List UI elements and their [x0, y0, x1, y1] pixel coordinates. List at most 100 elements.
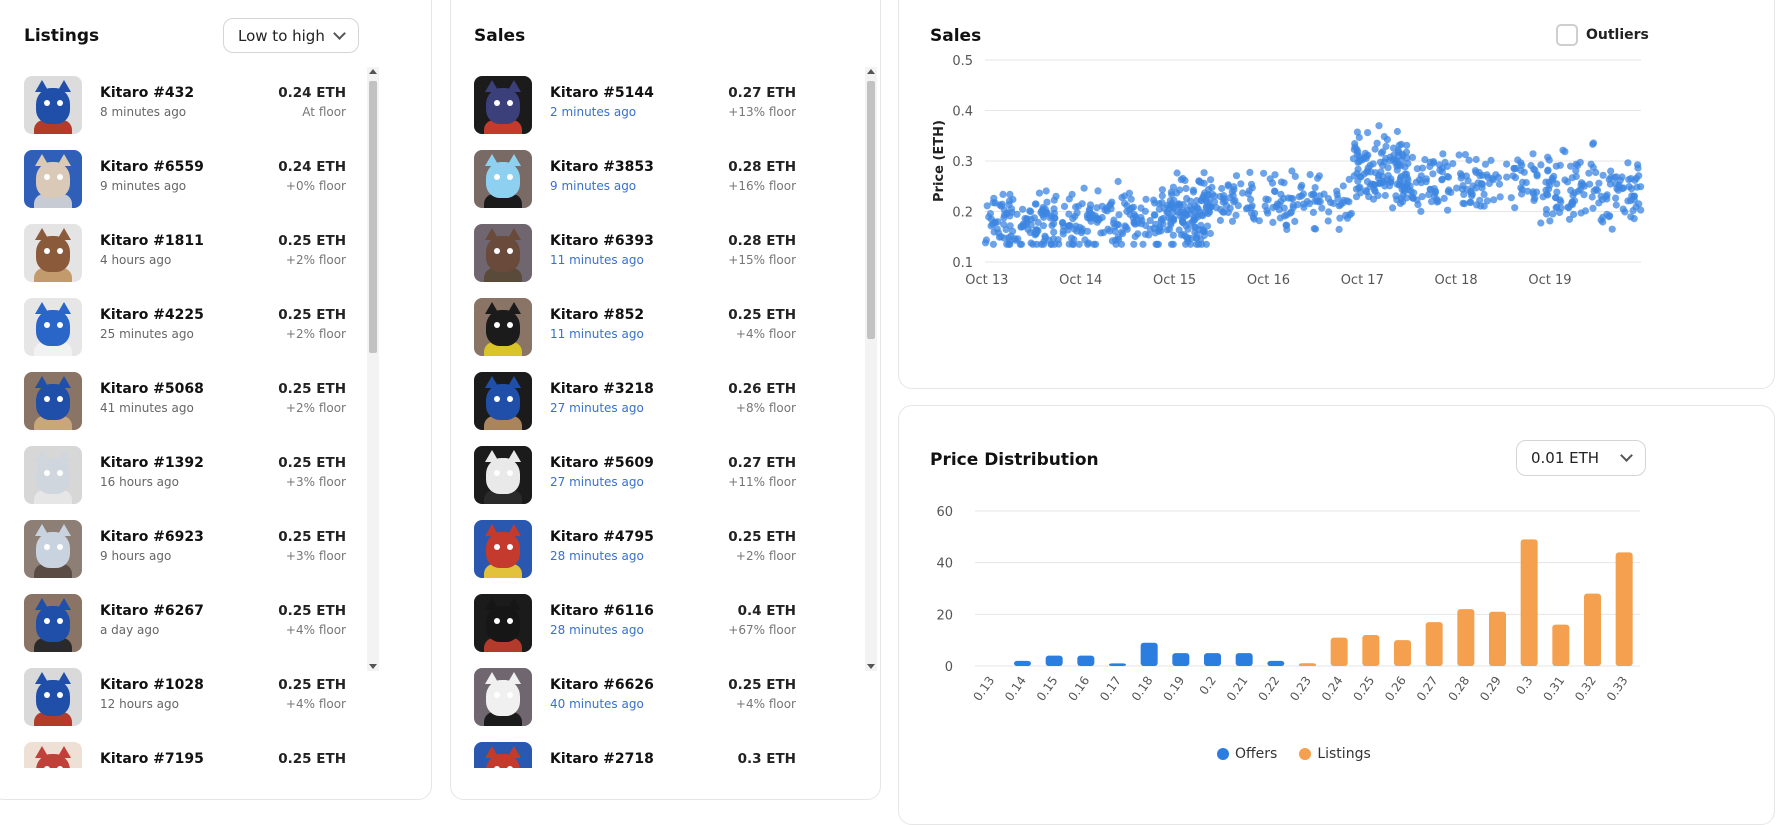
kitaro-avatar[interactable] — [474, 150, 532, 208]
item-name[interactable]: Kitaro #5144 — [550, 85, 654, 101]
list-item[interactable]: Kitaro #4795 28 minutes ago 0.25 ETH +2% fl… — [474, 512, 796, 586]
list-item[interactable]: Kitaro #7195 0.25 ETH — [24, 734, 346, 768]
list-item[interactable]: Kitaro #2718 0.3 ETH — [474, 734, 796, 768]
scatter-point — [1355, 184, 1363, 192]
scatter-point — [1176, 212, 1184, 220]
item-time: 27 minutes ago — [550, 475, 644, 489]
bar-offers — [1109, 663, 1126, 666]
bucket-size-dropdown[interactable]: 0.01 ETH — [1516, 440, 1646, 476]
kitaro-avatar[interactable] — [24, 150, 82, 208]
sales-scrollbar[interactable] — [865, 67, 877, 671]
list-item[interactable]: Kitaro #6559 9 minutes ago 0.24 ETH +0% flo… — [24, 142, 346, 216]
scatter-point — [1510, 165, 1518, 173]
body-shape — [34, 268, 72, 282]
kitaro-avatar[interactable] — [474, 372, 532, 430]
kitaro-avatar[interactable] — [24, 520, 82, 578]
item-name[interactable]: Kitaro #3218 — [550, 381, 654, 397]
kitaro-avatar[interactable] — [474, 76, 532, 134]
scatter-point — [1269, 218, 1277, 226]
x-tick-label: 0.14 — [1002, 674, 1029, 704]
listings-scroll-thumb[interactable] — [369, 81, 377, 353]
outliers-checkbox[interactable] — [1556, 24, 1578, 46]
item-name[interactable]: Kitaro #6116 — [550, 603, 654, 619]
eye-shape — [507, 766, 513, 768]
listings-scrollbar[interactable] — [367, 67, 379, 671]
kitaro-avatar[interactable] — [474, 446, 532, 504]
item-name[interactable]: Kitaro #1392 — [100, 455, 204, 471]
scatter-point — [1311, 225, 1320, 233]
item-name[interactable]: Kitaro #852 — [550, 307, 645, 323]
body-shape — [484, 564, 522, 578]
list-item[interactable]: Kitaro #1392 16 hours ago 0.25 ETH +3% floo… — [24, 438, 346, 512]
legend-listings[interactable]: Listings — [1299, 746, 1371, 762]
scatter-point — [1397, 140, 1405, 148]
scatter-point — [1019, 220, 1027, 228]
item-name[interactable]: Kitaro #5609 — [550, 455, 654, 471]
scatter-point — [1297, 192, 1306, 200]
item-name[interactable]: Kitaro #6923 — [100, 529, 204, 545]
kitaro-avatar[interactable] — [24, 224, 82, 282]
body-shape — [34, 712, 72, 726]
item-floor-diff: +4% floor — [285, 697, 346, 711]
kitaro-avatar[interactable] — [24, 76, 82, 134]
list-item[interactable]: Kitaro #5068 41 minutes ago 0.25 ETH +2% fl… — [24, 364, 346, 438]
item-name[interactable]: Kitaro #6559 — [100, 159, 204, 175]
item-name[interactable]: Kitaro #4225 — [100, 307, 204, 323]
scatter-point — [1637, 183, 1645, 191]
legend-offers[interactable]: Offers — [1217, 746, 1277, 762]
kitaro-avatar[interactable] — [474, 668, 532, 726]
list-item[interactable]: Kitaro #6393 11 minutes ago 0.28 ETH +15% f… — [474, 216, 796, 290]
kitaro-avatar[interactable] — [24, 742, 82, 768]
list-item[interactable]: Kitaro #1811 4 hours ago 0.25 ETH +2% floor — [24, 216, 346, 290]
scroll-up-icon[interactable] — [867, 69, 875, 74]
x-tick-label: Oct 16 — [1247, 273, 1290, 288]
kitaro-avatar[interactable] — [24, 298, 82, 356]
listings-sort-dropdown[interactable]: Low to high — [223, 18, 359, 53]
kitaro-avatar[interactable] — [24, 372, 82, 430]
list-item[interactable]: Kitaro #1028 12 hours ago 0.25 ETH +4% floo… — [24, 660, 346, 734]
item-time: 40 minutes ago — [550, 697, 644, 711]
list-item[interactable]: Kitaro #5144 2 minutes ago 0.27 ETH +13% fl… — [474, 68, 796, 142]
item-name[interactable]: Kitaro #4795 — [550, 529, 654, 545]
list-item[interactable]: Kitaro #4225 25 minutes ago 0.25 ETH +2% fl… — [24, 290, 346, 364]
kitaro-avatar[interactable] — [474, 224, 532, 282]
item-name[interactable]: Kitaro #432 — [100, 85, 195, 101]
eye-shape — [507, 174, 513, 180]
item-name[interactable]: Kitaro #1028 — [100, 677, 204, 693]
item-name[interactable]: Kitaro #6267 — [100, 603, 204, 619]
chevron-down-icon[interactable] — [1620, 449, 1633, 462]
list-item[interactable]: Kitaro #5609 27 minutes ago 0.27 ETH +11% f… — [474, 438, 796, 512]
eye-shape — [507, 544, 513, 550]
item-name[interactable]: Kitaro #5068 — [100, 381, 204, 397]
kitaro-avatar[interactable] — [474, 298, 532, 356]
kitaro-avatar[interactable] — [474, 594, 532, 652]
list-item[interactable]: Kitaro #3218 27 minutes ago 0.26 ETH +8% fl… — [474, 364, 796, 438]
sales-scroll-thumb[interactable] — [867, 81, 875, 339]
scatter-point — [1203, 222, 1212, 230]
list-item[interactable]: Kitaro #6626 40 minutes ago 0.25 ETH +4% fl… — [474, 660, 796, 734]
item-name[interactable]: Kitaro #7195 — [100, 751, 204, 767]
item-name[interactable]: Kitaro #6393 — [550, 233, 654, 249]
list-item[interactable]: Kitaro #6923 9 hours ago 0.25 ETH +3% floor — [24, 512, 346, 586]
scroll-down-icon[interactable] — [867, 664, 875, 669]
item-name[interactable]: Kitaro #1811 — [100, 233, 204, 249]
list-item[interactable]: Kitaro #3853 9 minutes ago 0.28 ETH +16% fl… — [474, 142, 796, 216]
item-name[interactable]: Kitaro #2718 — [550, 751, 654, 767]
kitaro-avatar[interactable] — [474, 742, 532, 768]
kitaro-avatar[interactable] — [24, 446, 82, 504]
kitaro-avatar[interactable] — [24, 668, 82, 726]
item-name[interactable]: Kitaro #6626 — [550, 677, 654, 693]
kitaro-avatar[interactable] — [24, 594, 82, 652]
list-item[interactable]: Kitaro #6267 a day ago 0.25 ETH +4% floor — [24, 586, 346, 660]
eye-shape — [494, 322, 500, 328]
list-item[interactable]: Kitaro #852 11 minutes ago 0.25 ETH +4% flo… — [474, 290, 796, 364]
item-name[interactable]: Kitaro #3853 — [550, 159, 654, 175]
list-item[interactable]: Kitaro #432 8 minutes ago 0.24 ETH At floor — [24, 68, 346, 142]
scatter-point — [1369, 180, 1378, 188]
list-item[interactable]: Kitaro #6116 28 minutes ago 0.4 ETH +67% fl… — [474, 586, 796, 660]
scatter-point — [1077, 229, 1086, 237]
scroll-down-icon[interactable] — [369, 664, 377, 669]
kitaro-avatar[interactable] — [474, 520, 532, 578]
scroll-up-icon[interactable] — [369, 69, 377, 74]
scatter-point — [1237, 180, 1245, 188]
